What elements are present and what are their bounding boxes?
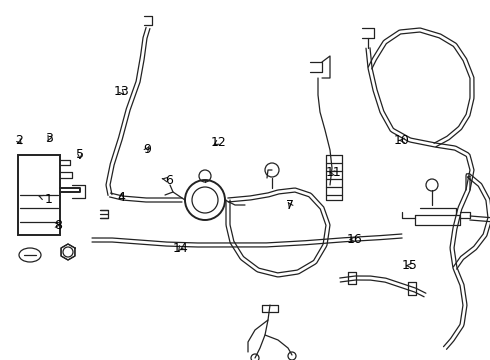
Text: 11: 11 [325, 166, 341, 179]
Bar [18, 155, 60, 235]
Text: 13: 13 [114, 85, 129, 98]
Text: 1: 1 [39, 193, 53, 206]
Text: 3: 3 [45, 132, 53, 145]
Text: 15: 15 [402, 259, 417, 272]
Text: 9: 9 [143, 143, 151, 156]
Text: 4: 4 [118, 191, 125, 204]
Text: 7: 7 [286, 199, 294, 212]
Text: 16: 16 [347, 233, 363, 246]
Text: 5: 5 [76, 148, 84, 161]
Text: 2: 2 [15, 134, 23, 147]
Text: 10: 10 [394, 134, 410, 147]
Text: 12: 12 [210, 136, 226, 149]
Text: 8: 8 [54, 219, 62, 231]
Text: 6: 6 [162, 174, 173, 186]
Text: 14: 14 [172, 242, 188, 255]
